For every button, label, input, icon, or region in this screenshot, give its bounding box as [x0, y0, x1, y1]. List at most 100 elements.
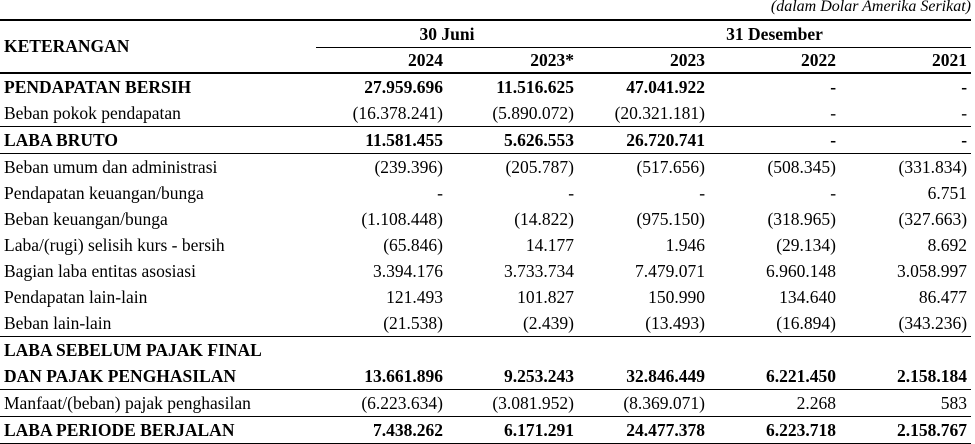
table-row: Beban lain-lain (21.538) (2.439) (13.493) (1… [0, 310, 971, 337]
value-cell: 6.751 [927, 182, 968, 203]
table-row: LABA BRUTO 11.581.455 5.626.553 26.720.741-… [0, 126, 972, 154]
row-label: LABA SEBELUM PAJAK FINAL [0, 336, 316, 363]
column-header-keterangan: KETERANGAN [0, 20, 316, 74]
value-cell: (29.134) [776, 234, 837, 255]
value-cell: - [568, 182, 575, 203]
value-cell: 24.477.378 [578, 416, 710, 444]
row-label: Pendapatan lain-lain [4, 286, 148, 307]
value-cell: 11.581.455 [316, 126, 447, 154]
value-cell: 2.158.184 [897, 365, 968, 386]
value-cell [840, 336, 972, 363]
value-cell: (8.369.071) [578, 389, 710, 417]
value-cell: (975.150) [636, 208, 706, 229]
value-cell: 6.223.718 [709, 416, 841, 444]
row-label: Laba/(rugi) selisih kurs - bersih [4, 234, 225, 255]
value-cell: 101.827 [517, 286, 575, 307]
value-cell: 47.041.922 [626, 76, 706, 97]
value-cell: 27.959.696 [364, 76, 443, 97]
row-label: DAN PAJAK PENGHASILAN [4, 365, 237, 386]
year-header: 2024 [316, 47, 447, 74]
value-cell: (508.345) [709, 153, 841, 180]
value-cell: (2.439) [522, 312, 575, 333]
value-cell: - [830, 76, 837, 97]
value-cell: - [699, 182, 706, 203]
value-cell: 3.058.997 [897, 260, 968, 281]
value-cell: 6.171.291 [447, 416, 579, 444]
value-cell: (14.822) [514, 208, 575, 229]
value-cell: (3.081.952) [447, 389, 579, 417]
row-label: Beban keuangan/bunga [4, 208, 168, 229]
table-row: Manfaat/(beban) pajak penghasilan (6.223.… [0, 389, 972, 417]
value-cell: 6.221.450 [766, 365, 837, 386]
value-cell: - [709, 126, 841, 154]
value-cell: 8.692 [927, 234, 968, 255]
row-label: Bagian laba entitas asosiasi [4, 260, 196, 281]
value-cell [316, 336, 447, 363]
value-cell: - [437, 182, 443, 203]
value-cell: 121.493 [386, 286, 443, 307]
value-cell [709, 336, 841, 363]
unit-note: (dalam Dolar Amerika Serikat) [770, 0, 971, 15]
header-row-years: 2024 2023* 2023 2022 2021 [0, 47, 972, 74]
period-header-june: 30 Juni [316, 20, 579, 48]
table-row: Bagian laba entitas asosiasi 3.394.176 3.7… [0, 258, 971, 284]
value-cell: 7.479.071 [635, 260, 706, 281]
value-cell: 7.438.262 [316, 416, 447, 444]
value-cell: (5.890.072) [492, 102, 575, 123]
value-cell: 26.720.741 [578, 126, 710, 154]
row-label: Beban umum dan administrasi [0, 153, 316, 180]
value-cell: (1.108.448) [361, 208, 443, 229]
value-cell: 11.516.625 [496, 76, 575, 97]
value-cell: (327.663) [898, 208, 968, 229]
value-cell: (16.894) [776, 312, 837, 333]
table-row: LABA SEBELUM PAJAK FINAL [0, 336, 972, 363]
year-header: 2023* [447, 47, 579, 74]
value-cell: (331.834) [840, 153, 972, 180]
value-cell: 32.846.449 [626, 365, 706, 386]
value-cell: (343.236) [898, 312, 968, 333]
income-statement-table: KETERANGAN 30 Juni 31 Desember 2024 2023… [0, 19, 972, 444]
row-label: Beban pokok pendapatan [4, 102, 181, 123]
value-cell [447, 336, 579, 363]
value-cell: (517.656) [578, 153, 710, 180]
value-cell: (16.378.241) [352, 102, 443, 123]
row-label: PENDAPATAN BERSIH [4, 76, 192, 97]
table-row: DAN PAJAK PENGHASILAN 13.661.896 9.253.243… [0, 363, 971, 390]
row-label: Pendapatan keuangan/bunga [4, 182, 204, 203]
table-row: Beban pokok pendapatan (16.378.241) (5.890… [0, 100, 971, 127]
table-row: Pendapatan lain-lain 121.493 101.827 150.99… [0, 284, 971, 310]
table-row: LABA PERIODE BERJALAN 7.438.262 6.171.291 2… [0, 416, 972, 444]
row-label: LABA PERIODE BERJALAN [0, 416, 316, 444]
value-cell: - [961, 102, 968, 123]
value-cell: - [830, 102, 837, 123]
value-cell: (6.223.634) [316, 389, 447, 417]
value-cell: - [830, 182, 837, 203]
value-cell: 2.268 [709, 389, 841, 417]
table-row: Beban umum dan administrasi (239.396) (205… [0, 153, 972, 180]
value-cell: 134.640 [779, 286, 837, 307]
value-cell: (13.493) [645, 312, 706, 333]
table-row: Laba/(rugi) selisih kurs - bersih (65.846… [0, 232, 971, 258]
table-body: PENDAPATAN BERSIH 27.959.696 11.516.625 47.… [0, 73, 972, 444]
row-label: Beban lain-lain [4, 312, 112, 333]
value-cell: (65.846) [383, 234, 443, 255]
value-cell: - [840, 126, 972, 154]
table-row: PENDAPATAN BERSIH 27.959.696 11.516.625 47.… [0, 73, 971, 100]
value-cell: 5.626.553 [447, 126, 579, 154]
value-cell: (205.787) [447, 153, 579, 180]
value-cell: 150.990 [648, 286, 706, 307]
value-cell: 583 [840, 389, 972, 417]
value-cell: (239.396) [316, 153, 447, 180]
value-cell: - [961, 76, 968, 97]
value-cell [578, 336, 710, 363]
value-cell: 3.394.176 [373, 260, 443, 281]
value-cell: 86.477 [918, 286, 968, 307]
table-row: Pendapatan keuangan/bunga - - - - 6.751 [0, 180, 971, 206]
value-cell: 6.960.148 [766, 260, 837, 281]
value-cell: 13.661.896 [364, 365, 443, 386]
value-cell: 1.946 [665, 234, 706, 255]
year-header: 2023 [578, 47, 710, 74]
value-cell: 9.253.243 [504, 365, 575, 386]
period-header-december: 31 Desember [578, 20, 972, 48]
value-cell: 14.177 [525, 234, 575, 255]
